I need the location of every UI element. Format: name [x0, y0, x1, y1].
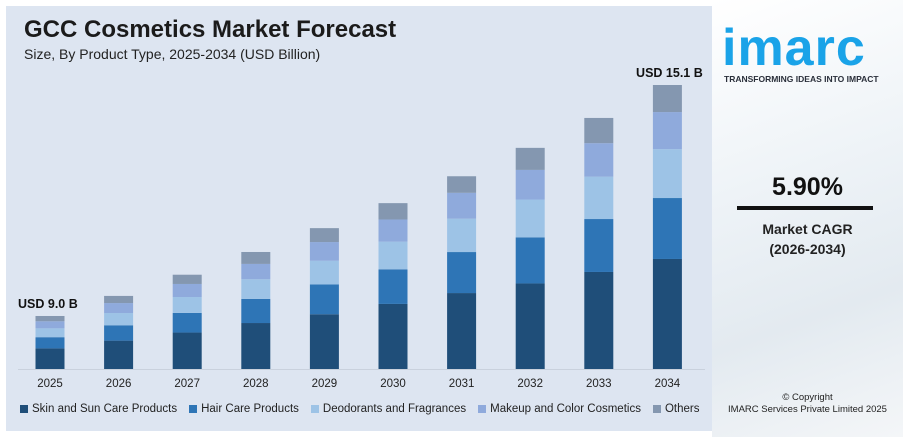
bar-segment-2027-3 — [172, 283, 202, 298]
bar-segment-2025-1 — [35, 337, 65, 349]
cagr-value: 5.90% — [772, 173, 843, 201]
bar-segment-2025-4 — [35, 315, 65, 322]
legend: Skin and Sun Care Products Hair Care Prod… — [20, 403, 699, 415]
total-label: USD 9.0 B — [18, 297, 78, 311]
bar-segment-2033-3 — [584, 143, 614, 177]
bar-segment-2029-2 — [309, 260, 339, 285]
legend-item: Hair Care Products — [189, 403, 299, 415]
legend-label: Others — [664, 403, 700, 415]
info-panel — [712, 0, 903, 437]
bar-segment-2031-4 — [447, 176, 477, 193]
x-tick-label: 2029 — [312, 378, 338, 390]
bar-segment-2025-3 — [35, 321, 65, 329]
bar-segment-2026-3 — [104, 303, 134, 314]
cagr-period: (2026-2034) — [769, 241, 846, 257]
bar-segment-2032-2 — [515, 199, 545, 238]
bar-segment-2026-0 — [104, 340, 134, 369]
total-label: USD 15.1 B — [636, 66, 703, 80]
legend-swatch — [20, 405, 28, 413]
bar-segment-2027-1 — [172, 312, 202, 333]
bar-segment-2030-1 — [378, 269, 408, 304]
bar-segment-2027-4 — [172, 274, 202, 284]
bar-segment-2034-3 — [652, 112, 682, 150]
copyright-line1: © Copyright — [782, 392, 833, 403]
legend-swatch — [189, 405, 198, 413]
copyright: © Copyright IMARC Services Private Limit… — [712, 392, 903, 416]
bar-segment-2031-3 — [447, 192, 477, 219]
legend-swatch — [478, 405, 487, 413]
bar-segment-2028-1 — [241, 298, 271, 324]
bar-segment-2030-2 — [378, 241, 408, 270]
bar-segment-2030-0 — [378, 303, 408, 369]
x-tick-label: 2026 — [106, 378, 132, 390]
legend-swatch — [652, 405, 661, 413]
bar-segment-2026-2 — [104, 313, 134, 326]
cagr-divider — [737, 206, 873, 210]
bar-segment-2028-4 — [241, 251, 271, 264]
bar-segment-2034-4 — [652, 85, 682, 113]
legend-item: Deodorants and Fragrances — [310, 403, 467, 415]
x-tick-label: 2033 — [586, 378, 612, 390]
bar-segment-2029-0 — [309, 314, 339, 369]
bar-segment-2034-1 — [652, 198, 682, 259]
legend-swatch — [310, 405, 319, 413]
legend-label: Makeup and Color Cosmetics — [490, 403, 641, 415]
legend-label: Deodorants and Fragrances — [322, 403, 467, 415]
bar-chart: 2025 USD 9.0 B 2026 2027 2028 2029 2030 2031 203… — [18, 66, 705, 390]
bar-segment-2032-1 — [515, 237, 545, 284]
bar-segment-2030-4 — [378, 203, 408, 220]
bar-segment-2029-4 — [309, 228, 339, 243]
bar-segment-2027-0 — [172, 332, 202, 369]
x-tick-label: 2031 — [449, 378, 475, 390]
bar-segment-2031-2 — [447, 218, 477, 253]
x-tick-label: 2028 — [243, 378, 269, 390]
bar-segment-2034-2 — [652, 149, 682, 199]
x-tick-label: 2032 — [517, 378, 543, 390]
x-tick-label: 2027 — [174, 378, 200, 390]
bar-segment-2028-2 — [241, 279, 271, 299]
legend-label: Skin and Sun Care Products — [32, 403, 178, 415]
bar-segment-2033-4 — [584, 117, 614, 144]
chart-title: GCC Cosmetics Market Forecast — [24, 16, 397, 43]
x-tick-label: 2025 — [37, 378, 63, 390]
bar-segment-2030-3 — [378, 219, 408, 242]
bar-segment-2033-0 — [584, 271, 614, 369]
bar-segment-2034-0 — [652, 258, 682, 369]
copyright-line2: IMARC Services Private Limited 2025 — [728, 404, 887, 415]
chart-subtitle: Size, By Product Type, 2025-2034 (USD Bi… — [24, 46, 321, 62]
bar-segment-2033-1 — [584, 219, 614, 272]
cagr-label-block: Market CAGR (2026-2034) — [712, 219, 903, 259]
bar-segment-2026-4 — [104, 295, 134, 304]
bar-segment-2029-3 — [309, 242, 339, 261]
bar-segment-2032-3 — [515, 169, 545, 200]
bar-segment-2025-0 — [35, 348, 65, 369]
bar-segment-2028-0 — [241, 323, 271, 369]
bar-segment-2033-2 — [584, 176, 614, 220]
bar-segment-2032-4 — [515, 147, 545, 170]
brand-tagline: TRANSFORMING IDEAS INTO IMPACT — [724, 74, 879, 84]
cagr-label: Market CAGR — [762, 221, 853, 237]
bar-segment-2028-3 — [241, 263, 271, 280]
bar-segment-2032-0 — [515, 283, 545, 369]
legend-item: Skin and Sun Care Products — [20, 403, 177, 415]
x-tick-label: 2034 — [655, 378, 681, 390]
x-tick-label: 2030 — [380, 378, 406, 390]
legend-label: Hair Care Products — [201, 403, 299, 415]
legend-item: Makeup and Color Cosmetics — [478, 403, 641, 415]
bar-segment-2031-1 — [447, 252, 477, 294]
bar-segment-2031-0 — [447, 293, 477, 369]
imarc-logo: imarc — [722, 19, 866, 77]
bar-segment-2026-1 — [104, 325, 134, 341]
bar-segment-2029-1 — [309, 284, 339, 315]
bar-segment-2025-2 — [35, 328, 65, 338]
bar-segment-2027-2 — [172, 297, 202, 313]
legend-item: Others — [652, 403, 700, 415]
